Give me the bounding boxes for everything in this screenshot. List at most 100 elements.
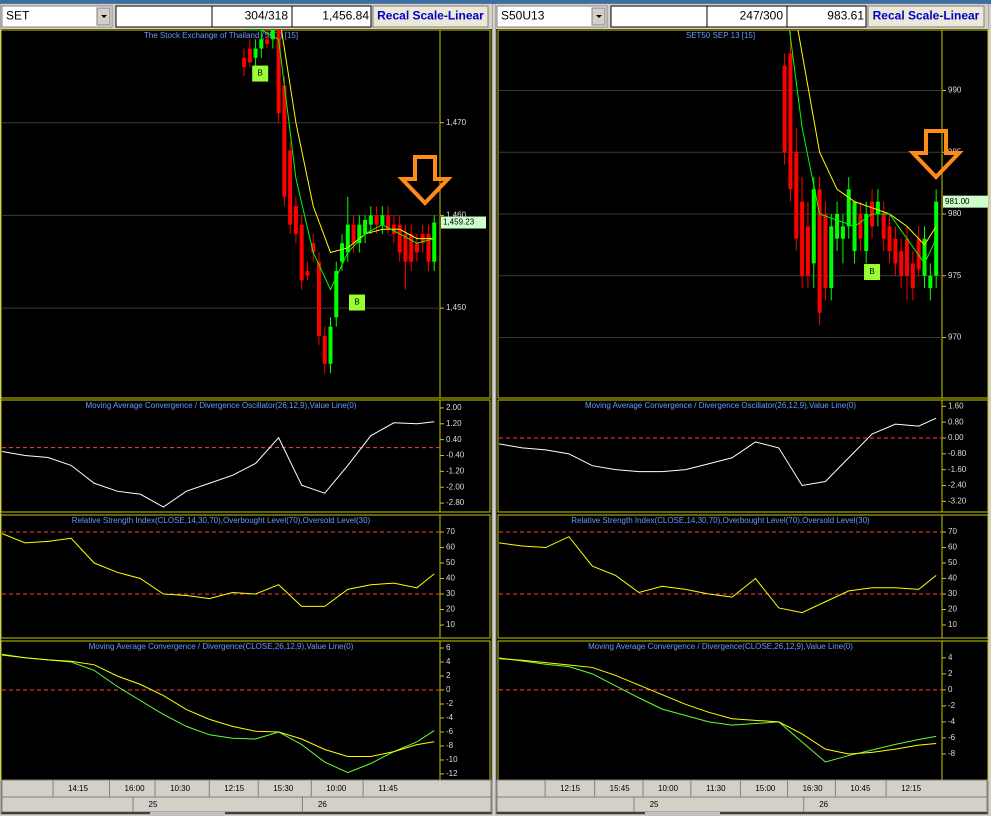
indicator-line: [244, 30, 435, 291]
y-tick-label: -0.80: [948, 449, 967, 458]
chart-frame: [497, 29, 989, 399]
x-tick-label: 11:45: [378, 784, 398, 793]
candle-body: [351, 224, 356, 244]
y-tick-label: 60: [948, 543, 957, 552]
candle-body: [299, 224, 304, 281]
candle-body: [916, 238, 921, 270]
scroll-thumb[interactable]: [645, 812, 720, 816]
y-tick-label: 20: [948, 605, 957, 614]
y-tick-label: 1.20: [446, 419, 462, 428]
date-tick-label: 25: [650, 800, 659, 809]
y-tick-label: 70: [446, 527, 455, 536]
indicator-line: [2, 421, 435, 508]
plot-area: [2, 531, 440, 607]
candle-body: [253, 48, 258, 58]
y-tick-label: 0.00: [948, 433, 964, 442]
y-tick-label: 990: [948, 86, 962, 95]
chart-title: Moving Average Convergence / Divergence(…: [89, 642, 354, 651]
symbol-dropdown[interactable]: [496, 5, 608, 28]
candle-body: [432, 222, 437, 262]
recal-button[interactable]: [372, 5, 489, 28]
candle-body: [293, 206, 298, 234]
candle-body: [788, 53, 793, 190]
y-tick-label: -2: [948, 701, 956, 710]
candle-body: [922, 238, 927, 276]
candle-body: [910, 263, 915, 289]
candle-body: [893, 238, 898, 264]
candle-body: [403, 233, 408, 262]
info-box: [115, 5, 372, 28]
y-tick-label: -10: [446, 755, 458, 764]
y-tick-label: 1,450: [446, 303, 467, 312]
candle-body: [414, 243, 419, 253]
title-strip: [0, 0, 991, 4]
x-tick-label: 15:00: [755, 784, 776, 793]
candle-body: [811, 189, 816, 264]
y-tick-label: 2: [948, 669, 953, 678]
x-tick-label: 11:30: [706, 784, 726, 793]
candle-body: [380, 215, 385, 225]
chart-title: Moving Average Convergence / Divergence(…: [588, 642, 853, 651]
candle-body: [311, 243, 316, 253]
x-tick-label: 15:30: [273, 784, 294, 793]
y-tick-label: 4: [948, 653, 953, 662]
y-tick-label: 975: [948, 271, 962, 280]
y-tick-label: 0: [948, 685, 953, 694]
date-tick-label: 26: [819, 800, 828, 809]
chart-frame: [0, 399, 491, 513]
indicator-line: [2, 654, 435, 757]
candle-body: [881, 214, 886, 239]
y-tick-label: 50: [446, 558, 455, 567]
price-text: 983.61: [827, 9, 864, 23]
chart-title: Relative Strength Index(CLOSE,14,30,70),…: [571, 516, 870, 525]
y-tick-label: -2.00: [446, 482, 465, 491]
y-tick-label: -3.20: [948, 496, 967, 505]
symbol-dropdown[interactable]: [1, 5, 113, 28]
candle-body: [840, 226, 845, 239]
candle-body: [242, 57, 247, 68]
candle-body: [397, 224, 402, 253]
recal-button-text[interactable]: Recal Scale-Linear: [377, 9, 484, 23]
dropdown-arrow: [596, 15, 602, 18]
buy-marker: [864, 264, 881, 281]
candle-body: [829, 226, 834, 289]
x-tick-label: 10:45: [850, 784, 871, 793]
candle-body: [259, 39, 264, 49]
y-tick-label: 980: [948, 209, 962, 218]
recal-button[interactable]: [867, 5, 985, 28]
x-tick-label: 12:15: [560, 784, 581, 793]
y-tick-label: 40: [948, 574, 957, 583]
y-tick-label: 10: [948, 620, 957, 629]
y-tick-label: 2: [446, 671, 451, 680]
buy-marker: [252, 65, 269, 82]
y-tick-label: -8: [948, 749, 956, 758]
candle-body: [864, 214, 869, 252]
panel-frame: [495, 3, 989, 815]
indicator-line: [499, 658, 937, 755]
plot-area: [242, 30, 437, 373]
x-tick-label: 10:00: [658, 784, 679, 793]
candle-body: [322, 335, 327, 364]
candle-body: [368, 215, 373, 225]
plot-area: [782, 30, 939, 326]
plot-area: [2, 421, 440, 508]
recal-button-text[interactable]: Recal Scale-Linear: [873, 9, 980, 23]
scroll-thumb[interactable]: [150, 812, 225, 816]
buy-marker-text: B: [869, 267, 874, 276]
y-tick-label: 70: [948, 527, 957, 536]
indicator-line: [789, 30, 937, 265]
chart-title: Moving Average Convergence / Divergence …: [585, 401, 856, 410]
y-tick-label: 20: [446, 605, 455, 614]
candle-body: [794, 152, 799, 239]
candle-body: [334, 271, 339, 318]
candle-body: [265, 39, 270, 44]
candle-body: [409, 233, 414, 262]
plot-area: [499, 531, 942, 614]
candle-body: [928, 275, 933, 289]
y-tick-label: -2: [446, 699, 454, 708]
y-tick-label: -1.20: [446, 466, 465, 475]
candle-body: [817, 189, 822, 313]
candle-body: [875, 201, 880, 214]
y-tick-label: 1.60: [948, 401, 964, 410]
